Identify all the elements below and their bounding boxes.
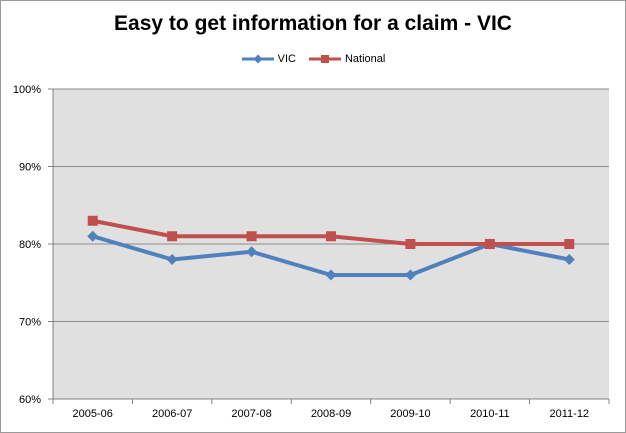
chart-legend: VIC National	[1, 53, 625, 65]
data-point-national	[564, 239, 575, 249]
y-tick-label: 100%	[13, 84, 41, 96]
data-point-national	[484, 239, 495, 249]
x-tick-labels: 2005-06 2006-07 2007-08 2008-09 2009-10 2010-…	[73, 408, 590, 420]
x-tick-label: 2007-08	[231, 408, 271, 420]
legend-label-vic: VIC	[277, 53, 296, 65]
legend-marker-vic-icon	[241, 54, 274, 64]
data-point-vic	[246, 246, 258, 258]
data-point-vic	[166, 254, 178, 265]
series-group	[87, 215, 575, 281]
axes	[48, 88, 610, 404]
chart-title: Easy to get information for a claim - VI…	[114, 12, 512, 35]
y-tick-label: 60%	[19, 394, 41, 406]
y-tick-label: 80%	[19, 239, 41, 251]
data-point-national	[326, 231, 336, 242]
data-point-national	[87, 215, 98, 226]
legend-marker-national-icon	[308, 55, 341, 63]
y-tick-label: 70%	[19, 317, 41, 329]
y-tick-labels: 60% 70% 80% 90% 100%	[13, 84, 41, 406]
data-point-vic	[325, 269, 337, 281]
data-point-vic	[87, 230, 99, 242]
legend-item-national: National	[308, 53, 385, 65]
x-tick-label: 2011-12	[550, 408, 590, 420]
data-point-vic	[404, 269, 416, 281]
y-tick-label: 90%	[19, 162, 41, 174]
data-point-national	[167, 231, 178, 242]
data-point-vic	[563, 254, 575, 265]
legend-item-vic: VIC	[241, 53, 296, 65]
x-tick-label: 2009-10	[390, 408, 430, 420]
x-tick-label: 2010-11	[470, 408, 510, 420]
legend-label-national: National	[344, 53, 386, 65]
x-tick-label: 2008-09	[311, 408, 351, 420]
x-tick-label: 2006-07	[152, 408, 192, 420]
x-tick-label: 2005-06	[73, 408, 113, 420]
data-point-national	[246, 231, 257, 242]
data-point-national	[405, 239, 416, 249]
